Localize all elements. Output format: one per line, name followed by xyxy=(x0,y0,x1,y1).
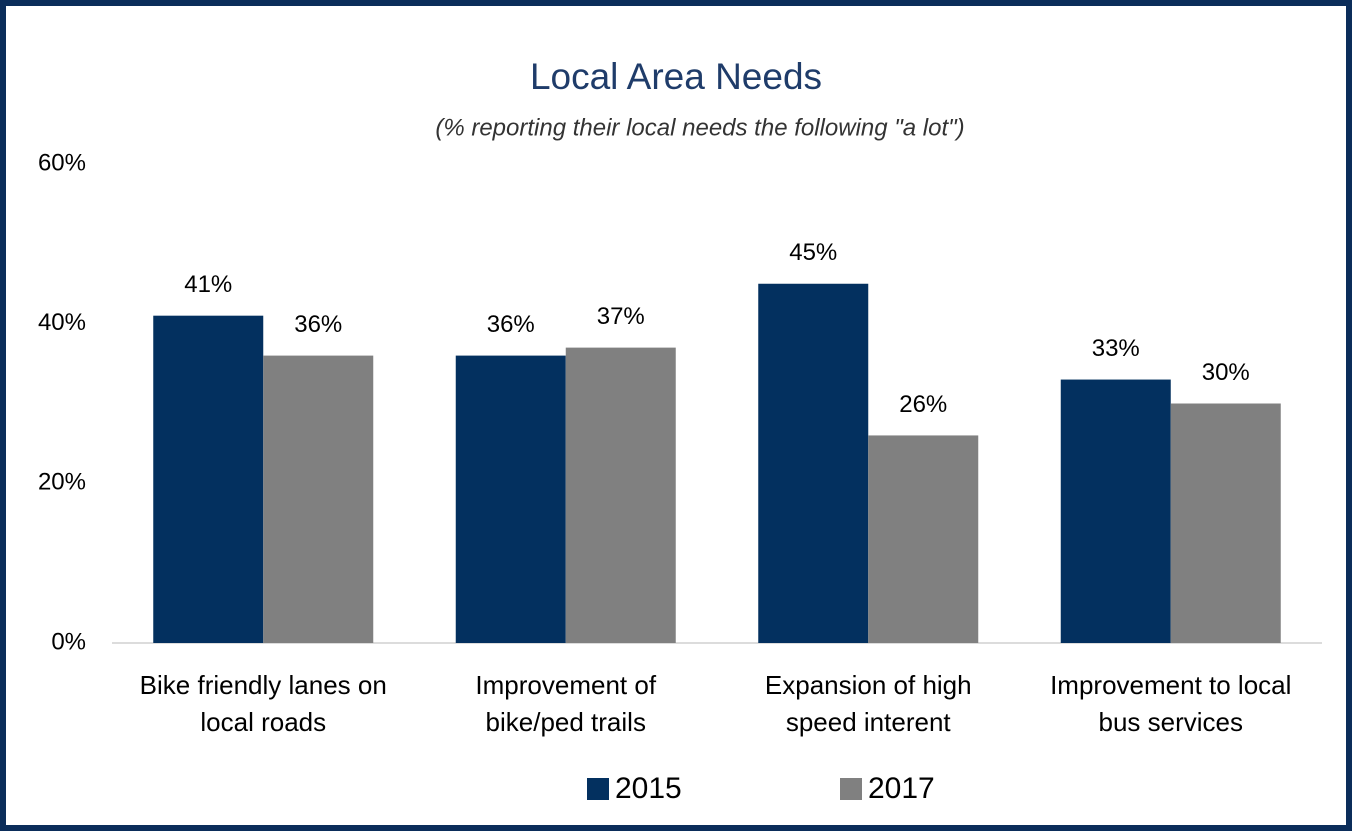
chart-subtitle: (% reporting their local needs the follo… xyxy=(435,114,964,141)
bar xyxy=(263,355,374,643)
bar xyxy=(565,347,676,643)
data-label: 26% xyxy=(899,391,947,418)
data-label: 36% xyxy=(294,311,342,338)
y-tick-label: 20% xyxy=(38,469,86,496)
bar xyxy=(758,283,869,643)
data-label: 41% xyxy=(184,271,232,298)
data-label: 30% xyxy=(1202,359,1250,386)
bar xyxy=(868,435,979,643)
bar xyxy=(455,355,566,643)
legend-label: 2015 xyxy=(615,772,682,805)
x-tick-label: Expansion of high speed interent xyxy=(764,670,972,737)
legend-swatch xyxy=(840,778,862,800)
bar xyxy=(153,315,264,643)
legend-label: 2017 xyxy=(868,772,935,805)
data-label: 33% xyxy=(1092,335,1140,362)
chart-title: Local Area Needs xyxy=(530,56,822,97)
legend-swatch xyxy=(587,778,609,800)
data-label: 37% xyxy=(597,303,645,330)
bar xyxy=(1170,403,1281,643)
x-tick-label: Improvement to local bus services xyxy=(1050,670,1292,737)
y-tick-label: 40% xyxy=(38,309,86,336)
y-tick-label: 0% xyxy=(51,628,86,655)
bar xyxy=(1060,379,1171,643)
x-tick-label: Bike friendly lanes on local roads xyxy=(139,670,387,737)
x-tick-label: Improvement of bike/ped trails xyxy=(475,670,657,737)
data-label: 45% xyxy=(789,239,837,266)
data-label: 36% xyxy=(487,311,535,338)
y-tick-label: 60% xyxy=(38,149,86,176)
